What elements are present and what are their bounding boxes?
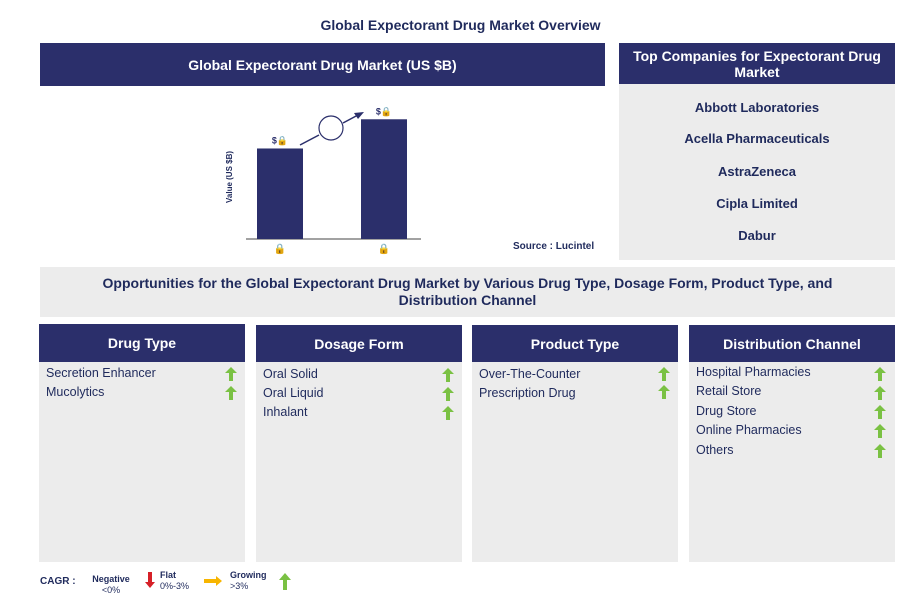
cagr-indicator (299, 112, 364, 146)
legend-growing-range: >3% (230, 581, 249, 591)
y-axis-label: Value (US $B) (225, 151, 234, 203)
opportunities-title-text: Opportunities for the Global Expectorant… (102, 275, 833, 308)
cagr-legend-label: CAGR : (40, 576, 76, 587)
company-item: Cipla Limited (716, 196, 798, 211)
growing-arrow-icon (442, 368, 454, 382)
growing-arrow-icon (225, 386, 237, 400)
page-title: Global Expectorant Drug Market Overview (320, 17, 601, 33)
segment-header-distribution-channel: Distribution Channel (689, 325, 895, 363)
legend-negative-range: <0% (101, 585, 121, 595)
legend-flat: Flat 0%-3% (160, 570, 200, 592)
segment-item: Mucolytics (46, 385, 105, 399)
segment-panel-dosage-form: Oral Solid Oral Liquid Inhalant (256, 362, 462, 562)
legend-growing: Growing >3% (230, 570, 276, 592)
segment-item: Online Pharmacies (696, 423, 802, 437)
companies-header: Top Companies for Expectorant Drug Marke… (619, 43, 895, 84)
source-label: Source : Lucintel (513, 241, 595, 252)
segment-item: Drug Store (696, 404, 757, 418)
growing-arrow-icon (658, 367, 670, 381)
chart-header: Global Expectorant Drug Market (US $B) (40, 43, 605, 86)
bar-value-label: $🔒 (272, 135, 288, 145)
growing-arrow-icon (442, 406, 454, 420)
legend-negative-name: Negative (92, 574, 130, 584)
x-tick-label: 🔒 (274, 243, 286, 255)
company-item: AstraZeneca (717, 164, 797, 179)
bar (361, 119, 407, 239)
segment-header-dosage-form: Dosage Form (256, 325, 462, 363)
segment-item: Hospital Pharmacies (696, 365, 811, 379)
bar (257, 148, 303, 239)
bar-chart: Value (US $B) $🔒 🔒 $🔒 🔒 (225, 106, 421, 255)
segment-item: Over-The-Counter (479, 367, 581, 381)
segment-item: Secretion Enhancer (46, 366, 156, 380)
growing-arrow-icon (874, 367, 886, 381)
segment-item: Prescription Drug (479, 386, 576, 400)
opportunities-title: Opportunities for the Global Expectorant… (40, 267, 895, 317)
growing-arrow-icon (874, 405, 886, 419)
bar-value-label: $🔒 (376, 106, 392, 116)
growing-arrow-icon (874, 444, 886, 458)
growing-arrow-icon (874, 386, 886, 400)
segment-item: Oral Solid (263, 367, 318, 381)
segment-item: Oral Liquid (263, 386, 324, 400)
segment-item: Retail Store (696, 384, 762, 398)
segment-header-drug-type: Drug Type (39, 324, 245, 362)
segment-panel-distribution-channel: Hospital Pharmacies Retail Store Drug St… (689, 362, 895, 562)
legend-flat-range: 0%-3% (160, 581, 190, 591)
growing-arrow-icon (225, 367, 237, 381)
segment-panel-product-type: Over-The-Counter Prescription Drug (472, 362, 678, 562)
negative-arrow-icon (145, 572, 155, 588)
legend-flat-name: Flat (160, 570, 177, 580)
growing-arrow-icon (874, 424, 886, 438)
cagr-arrow-right (342, 114, 359, 124)
cagr-circle (318, 115, 344, 141)
segment-header-product-type: Product Type (472, 325, 678, 363)
growing-arrow-icon (658, 385, 670, 399)
growing-arrow-icon (279, 573, 291, 590)
company-item: Abbott Laboratories (694, 100, 820, 115)
legend-negative: Negative <0% (84, 574, 138, 596)
companies-panel: Abbott Laboratories Acella Pharmaceutica… (619, 84, 895, 260)
cagr-arrow-head (354, 112, 364, 119)
flat-arrow-icon (204, 576, 222, 586)
cagr-arrow-left (299, 134, 320, 146)
segment-panel-drug-type: Secretion Enhancer Mucolytics (39, 362, 245, 562)
segment-item: Others (696, 443, 734, 457)
company-item: Acella Pharmaceuticals (684, 131, 830, 146)
growing-arrow-icon (442, 387, 454, 401)
segment-item: Inhalant (263, 405, 308, 419)
x-tick-label: 🔒 (378, 243, 390, 255)
company-item: Dabur (738, 228, 776, 243)
legend-growing-name: Growing (230, 570, 267, 580)
